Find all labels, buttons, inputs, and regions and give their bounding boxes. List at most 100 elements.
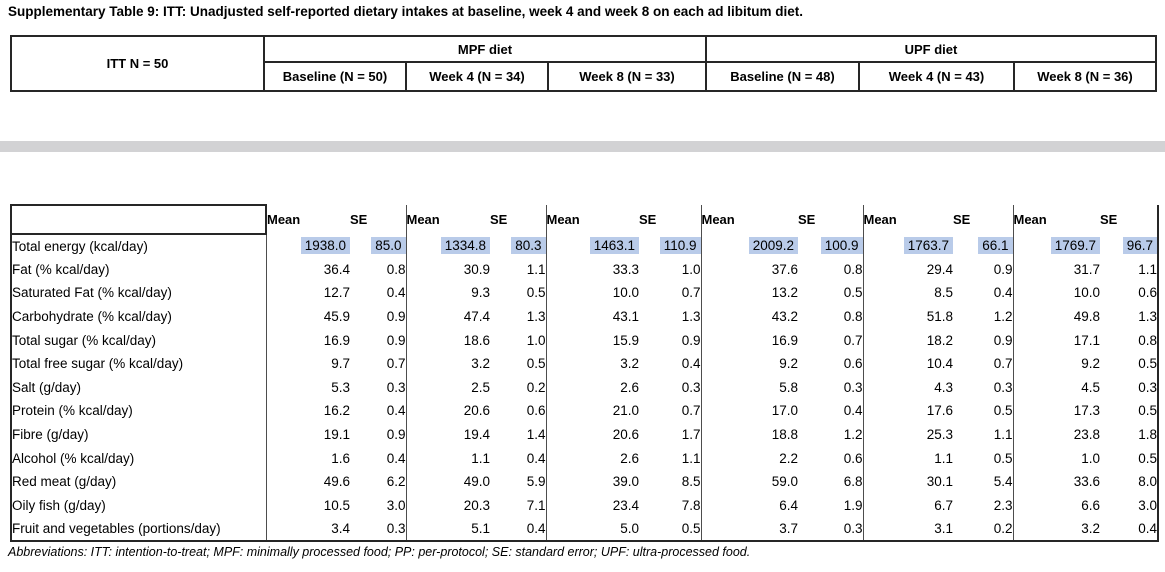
- se-value-cell: 0.4: [490, 517, 546, 542]
- mean-value-cell: 20.6: [545, 422, 639, 447]
- highlighted-value: 100.9: [820, 237, 863, 255]
- se-value-cell: 0.5: [1100, 446, 1159, 470]
- se-value-cell: 7.8: [681, 497, 701, 513]
- table-row: Salt (g/day) 5.3 0.3 2.5 0.2 2.6 0.3 5.8 0.3 4.3 0…: [10, 375, 1159, 400]
- se-value-cell: 0.6: [843, 450, 863, 466]
- highlighted-value: 96.7: [1122, 237, 1156, 255]
- highlighted-value: 66.1: [978, 237, 1013, 255]
- se-value-cell: 0.9: [386, 309, 406, 325]
- mean-value-cell: 23.4: [545, 493, 639, 518]
- se-value-cell: 0.4: [386, 450, 406, 466]
- se-value-cell: 0.7: [681, 285, 701, 301]
- se-value-cell: 6.8: [843, 474, 863, 490]
- se-value-cell: 0.5: [993, 403, 1013, 419]
- table-row: Total energy (kcal/day) 1938.0 85.0 1334.8 8…: [10, 234, 1159, 258]
- mean-column-header: Mean: [405, 205, 490, 234]
- mean-value-cell: 16.2: [265, 399, 350, 423]
- mean-value-cell: 6.6: [1012, 493, 1100, 518]
- row-label: Total sugar (% kcal/day): [10, 328, 266, 352]
- visit-header-upf-2: Week 8 (N = 36): [1013, 61, 1157, 92]
- se-value-cell: 3.0: [386, 497, 406, 513]
- se-value-cell: 2.3: [993, 497, 1013, 513]
- se-value-cell: 0.8: [843, 261, 863, 277]
- mean-value-cell: 1.6: [265, 446, 350, 470]
- se-value-cell: 0.4: [993, 285, 1013, 301]
- mean-value-cell: 9.3: [405, 281, 490, 305]
- highlighted-value: 1463.1: [589, 237, 639, 255]
- row-label: Total free sugar (% kcal/day): [10, 351, 266, 376]
- se-value-cell: 0.4: [1100, 517, 1159, 542]
- se-value-cell: 0.3: [350, 517, 406, 542]
- visit-header-mpf-0: Baseline (N = 50): [263, 61, 407, 92]
- se-value-cell: 0.3: [1100, 375, 1159, 400]
- mean-value-cell: 18.6: [405, 328, 490, 352]
- mean-value-cell: 5.1: [405, 517, 490, 542]
- se-value-cell: 0.9: [993, 261, 1013, 277]
- mean-value-cell: 20.3: [405, 493, 490, 518]
- se-value-cell: 1.1: [993, 427, 1013, 443]
- mean-value-cell: 9.7: [265, 351, 350, 376]
- mean-value-cell: 51.8: [862, 304, 953, 329]
- mean-value-cell: 49.8: [1012, 304, 1100, 329]
- mean-value-cell: 17.0: [700, 399, 798, 423]
- se-value-cell: 85.0: [350, 234, 406, 258]
- mean-value-cell: 1463.1: [545, 234, 639, 258]
- mean-column-header: Mean: [265, 205, 350, 234]
- mean-value-cell: 45.9: [265, 304, 350, 329]
- table-row: Oily fish (g/day) 10.5 3.0 20.3 7.1 23.4 7.8 6.…: [10, 493, 1159, 518]
- mean-value-cell: 10.5: [265, 493, 350, 518]
- table-row: Red meat (g/day) 49.6 6.2 49.0 5.9 39.0 8.5 59.…: [10, 469, 1159, 494]
- mean-value-cell: 25.3: [862, 422, 953, 447]
- visit-header-upf-0: Baseline (N = 48): [705, 61, 860, 92]
- mean-value-cell: 43.2: [700, 304, 798, 329]
- row-label: Carbohydrate (% kcal/day): [10, 304, 266, 329]
- mean-value-cell: 3.2: [405, 351, 490, 376]
- mean-value-cell: 6.4: [700, 493, 798, 518]
- mean-value-cell: 21.0: [545, 399, 639, 423]
- mean-value-cell: 47.4: [405, 304, 490, 329]
- table-row: Fat (% kcal/day) 36.4 0.8 30.9 1.1 33.3 1.0 37.…: [10, 257, 1159, 282]
- mean-value-cell: 2.2: [700, 446, 798, 470]
- diet-group-header-upf: UPF diet: [705, 35, 1157, 63]
- mean-value-cell: 1.0: [1012, 446, 1100, 470]
- mean-value-cell: 3.2: [545, 351, 639, 376]
- se-value-cell: 110.9: [639, 234, 701, 258]
- se-value-cell: 0.8: [843, 309, 863, 325]
- mean-value-cell: 4.3: [862, 375, 953, 400]
- mean-value-cell: 1763.7: [862, 234, 953, 258]
- row-label: Fibre (g/day): [10, 422, 266, 447]
- section-divider-bar: [0, 141, 1165, 152]
- row-label: Oily fish (g/day): [10, 493, 266, 518]
- se-value-cell: 1.3: [1100, 304, 1159, 329]
- se-value-cell: 0.9: [386, 332, 406, 348]
- table-row: Total free sugar (% kcal/day) 9.7 0.7 3.2 0.…: [10, 351, 1159, 376]
- mean-value-cell: 49.6: [265, 469, 350, 494]
- se-value-cell: 0.3: [681, 379, 701, 395]
- mean-value-cell: 3.2: [1012, 517, 1100, 542]
- mean-value-cell: 17.1: [1012, 328, 1100, 352]
- mean-value-cell: 23.8: [1012, 422, 1100, 447]
- mean-value-cell: 10.4: [862, 351, 953, 376]
- mean-value-cell: 3.7: [700, 517, 798, 542]
- row-label-column-header: [10, 204, 267, 235]
- mean-value-cell: 12.7: [265, 281, 350, 305]
- se-value-cell: 0.8: [1100, 328, 1159, 352]
- mean-value-cell: 2009.2: [700, 234, 798, 258]
- page-title: Supplementary Table 9: ITT: Unadjusted s…: [8, 4, 803, 19]
- se-value-cell: 1.1: [1100, 257, 1159, 282]
- se-column-header: SE: [639, 212, 657, 227]
- highlighted-value: 1938.0: [300, 237, 350, 255]
- mean-value-cell: 33.3: [545, 257, 639, 282]
- se-value-cell: 1.8: [1100, 422, 1159, 447]
- mean-value-cell: 10.0: [1012, 281, 1100, 305]
- mean-value-cell: 30.1: [862, 469, 953, 494]
- row-label: Fruit and vegetables (portions/day): [10, 517, 266, 542]
- se-value-cell: 1.9: [843, 497, 863, 513]
- se-column-header: SE: [953, 212, 971, 227]
- se-value-cell: 3.0: [1100, 493, 1159, 518]
- mean-value-cell: 3.4: [265, 517, 350, 542]
- se-value-cell: 6.2: [386, 474, 406, 490]
- main-table: Mean SE Mean SE Mean SE Mean SE Mean SE Mean SE Tota…: [10, 204, 1159, 542]
- se-value-cell: 0.5: [1100, 351, 1159, 376]
- se-value-cell: 0.5: [526, 356, 546, 372]
